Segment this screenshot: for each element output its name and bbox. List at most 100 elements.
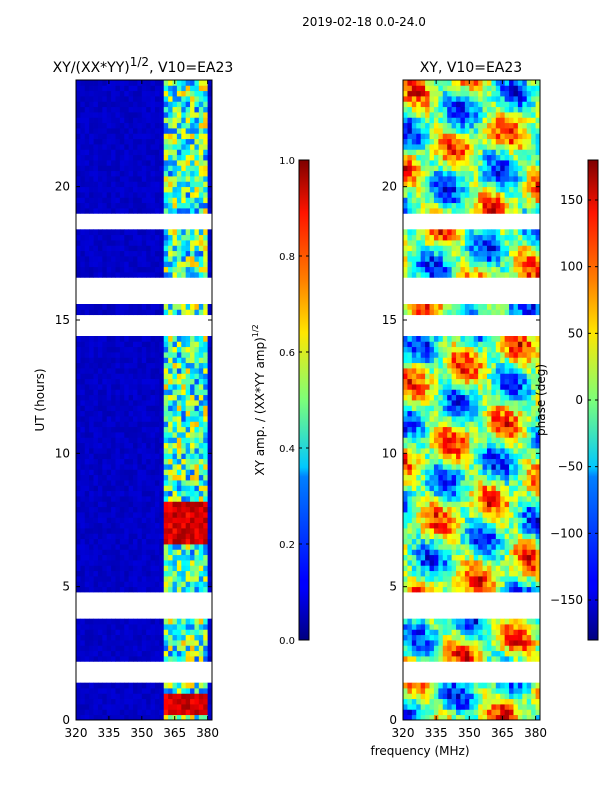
heatmap-cell [207,533,212,540]
heatmap-cell [93,138,99,145]
heatmap-cell [146,336,151,342]
heatmap-cell [429,490,435,497]
heatmap-cell [469,362,475,369]
heatmap-cell [89,160,94,166]
heatmap-cell [491,437,497,444]
heatmap-cell [106,570,112,577]
heatmap-cell [89,378,94,385]
heatmap-cell [89,634,94,641]
heatmap-cell [473,469,479,476]
heatmap-cell [150,496,156,502]
heatmap-cell [115,464,121,470]
heatmap-cell [407,656,413,662]
heatmap-cell [111,528,116,534]
heatmap-cell [438,645,444,652]
heatmap-cell [442,570,448,577]
heatmap-cell [442,618,448,625]
heatmap-cell [473,384,479,390]
heatmap-cell [425,704,430,710]
heatmap-cell [447,512,453,518]
heatmap-cell [176,389,182,396]
heatmap-cell [172,266,178,273]
heatmap-cell [185,501,191,508]
heatmap-cell [429,416,435,422]
heatmap-cell [486,437,492,444]
heatmap-cell [163,400,169,406]
heatmap-cell [207,570,212,577]
heatmap-cell [141,208,147,214]
heatmap-cell [509,378,514,385]
heatmap-cell [111,373,116,380]
heatmap-cell [150,629,156,636]
heatmap-cell [137,576,143,582]
heatmap-cell [486,586,492,593]
heatmap-cell [500,357,506,364]
heatmap-cell [181,234,187,241]
heatmap-cell [146,138,151,145]
heatmap-cell [456,581,461,588]
heatmap-cell [433,352,439,358]
heatmap-cell [456,506,461,513]
heatmap-cell [181,138,187,145]
heatmap-cell [181,448,187,454]
heatmap-cell [198,416,204,422]
heatmap-cell [150,474,156,481]
heatmap-cell [473,373,479,380]
heatmap-cell [407,389,413,396]
heatmap-cell [447,554,453,561]
heatmap-cell [181,640,187,646]
heatmap-cell [185,122,191,129]
heatmap-cell [456,709,461,716]
heatmap-cell [84,80,90,86]
heatmap-cell [146,106,151,113]
heatmap-cell [522,538,528,545]
heatmap-cell [495,426,501,433]
heatmap-cell [190,474,195,481]
heatmap-cell [172,240,178,246]
heatmap-cell [504,698,510,705]
heatmap-cell [111,693,116,700]
heatmap-cell [106,629,112,636]
heatmap-cell [93,405,99,412]
heatmap-cell [447,645,453,652]
heatmap-cell [80,544,86,550]
heatmap-cell [433,570,439,577]
heatmap-cell [207,112,212,118]
heatmap-cell [124,624,130,630]
heatmap-cell [438,698,444,705]
heatmap-cell [522,528,528,534]
heatmap-cell [163,458,169,465]
heatmap-cell [207,560,212,566]
heatmap-cell [176,432,182,438]
heatmap-cell [517,554,523,561]
heatmap-cell [76,453,81,460]
heatmap-cell [163,570,169,577]
heatmap-cell [438,656,444,662]
heatmap-cell [93,416,99,422]
heatmap-cell [84,410,90,417]
heatmap-cell [102,496,108,502]
heatmap-cell [464,384,470,390]
heatmap-cell [522,581,528,588]
heatmap-cell [185,560,191,566]
heatmap-cell [150,90,156,97]
heatmap-cell [190,688,195,694]
heatmap-cell [159,90,165,97]
heatmap-cell [163,197,169,204]
heatmap-cell [80,517,86,524]
heatmap-cell [433,704,439,710]
heatmap-cell [176,512,182,518]
heatmap-cell [97,394,103,401]
heatmap-cell [478,410,483,417]
heatmap-cell [128,389,134,396]
heatmap-cell [517,357,523,364]
heatmap-cell [433,426,439,433]
heatmap-cell [509,714,514,720]
heatmap-cell [207,448,212,454]
heatmap-cell [115,560,121,566]
heatmap-cell [486,704,492,710]
heatmap-cell [128,464,134,470]
heatmap-cell [141,90,147,97]
heatmap-cell [154,362,160,369]
heatmap-cell [535,528,540,534]
